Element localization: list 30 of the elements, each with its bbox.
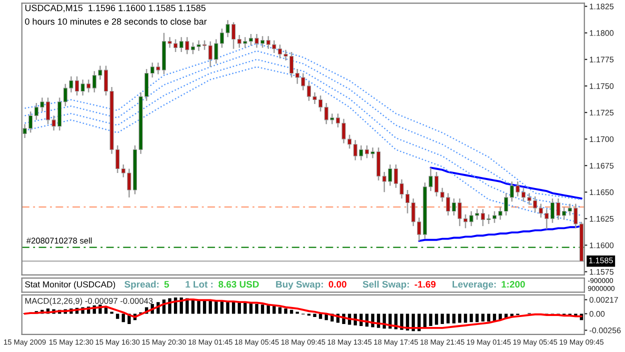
ref-line-label: #2080710278 sell [26,237,92,244]
y-tick-label: 1.1775 [590,56,614,62]
text: 0.00 [328,280,346,288]
y-tick-label: 1.1625 [590,216,614,222]
text: Leverage: [452,281,496,290]
text: 5 [164,281,169,288]
ref-line-label: 1.1585 [589,258,613,264]
y-tick-label: 1.1700 [590,136,614,142]
chart-title: USDCAD,M15 1.1596 1.1600 1.1585 1.1585 [25,4,206,12]
y-tick-label: 1.1750 [590,83,614,89]
text: 1:200 [502,280,525,288]
text: Stat Monitor (USDCAD) [25,281,116,290]
y-tick-label: 1.1675 [590,162,614,169]
text: Sell Swap: [362,280,409,290]
text: Spread: [124,280,159,290]
y-tick-label: 0.00 [590,311,605,317]
y-tick-label: 1.1825 [590,4,614,10]
y-tick-label: 1.1650 [590,189,614,196]
text: 0 hours 10 minutes e 28 seconds to close bar [25,18,207,25]
chart-title: MACD(12,26,9) -0.00097 -0.00043 [25,298,153,306]
text: 8.63 USD [218,280,259,288]
y-tick-label: 1.1575 [590,269,614,275]
text: -1.69 [414,280,436,288]
y-tick-label: 1.1600 [590,242,614,248]
y-tick-label: 1.1800 [590,30,614,36]
y-tick-label: -0.00256 [590,328,621,334]
text: 1 Lot : [186,281,213,288]
y-tick-label: 0.00217 [590,296,618,303]
y-tick-label: 1.1725 [590,110,614,116]
text: Buy Swap: [276,280,323,290]
